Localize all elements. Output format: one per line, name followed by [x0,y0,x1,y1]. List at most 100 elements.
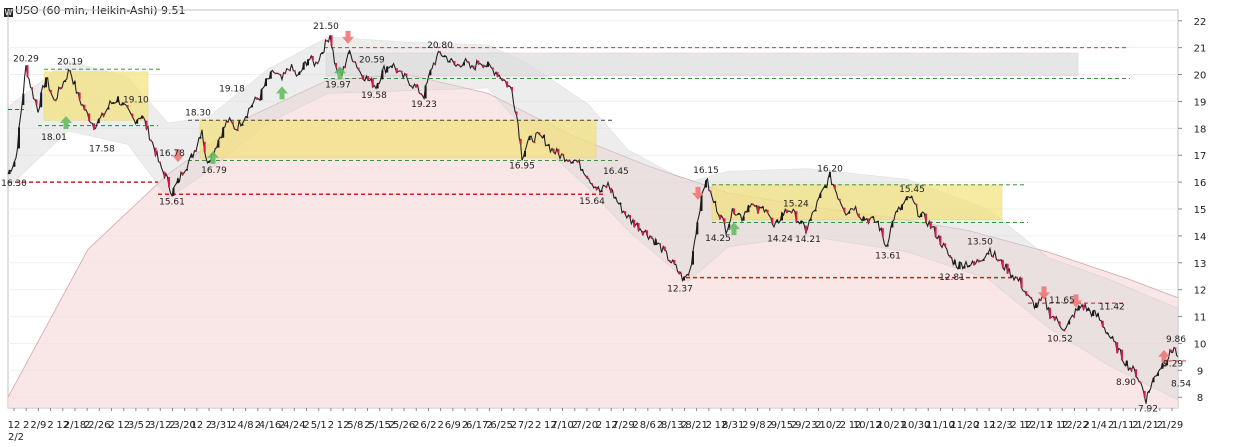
ha-candle [992,256,995,258]
ha-candle [1087,308,1090,311]
ha-candle [552,148,555,153]
x-tick-label: 2 [413,420,419,431]
ha-candle [833,184,836,189]
x-tick-label: 4/8 [238,420,254,431]
ha-candle [59,87,62,90]
x-tick-label: 12 [605,420,618,431]
price-label: 9.86 [1166,335,1186,345]
ha-candle [872,216,875,219]
y-tick-label: 20 [1194,71,1207,82]
x-tick-label: 2 [901,420,907,431]
ha-candle [692,251,694,265]
x-tick-label: 8/31 [722,420,744,431]
ha-candle [987,253,990,255]
x-tick-label: 2 [437,420,443,431]
ha-candle [260,89,263,101]
ha-candle [673,260,676,265]
x-tick-label: 12 [117,420,130,431]
ha-candle [395,68,398,73]
ha-candle [222,127,225,138]
ha-candle [348,50,351,54]
price-line [7,35,1179,404]
ha-candle [1161,363,1164,369]
ha-candle [533,141,536,144]
ha-candle [934,226,937,237]
y-tick-label: 15 [1194,205,1207,216]
ha-candle [107,107,110,110]
ha-candle [1143,390,1146,398]
ha-candle [1082,304,1085,310]
x-tick-label: 2 [145,420,151,431]
ha-candle [429,70,432,76]
ha-candle [881,228,884,237]
x-tick-label: 1/4 [1091,420,1107,431]
ha-candle [371,78,374,88]
ha-candle [208,161,210,163]
ha-candle [659,243,661,245]
ha-candle [567,159,569,162]
ha-candle [1073,315,1075,318]
price-label: 18.30 [185,108,211,118]
x-tick-label-first: 2/2 [8,432,24,443]
x-tick-label: 12 [1019,420,1032,431]
ha-candle [562,154,565,156]
ha-candle [547,144,550,146]
x-tick-label: 5/1 [311,420,327,431]
ha-candle [381,70,384,80]
ha-candle [477,60,480,65]
ha-candle [511,87,513,91]
ha-candle [467,61,470,64]
y-tick-label: 9 [1197,366,1203,377]
consolidation-zones [43,52,1079,221]
price-label: 9.29 [1163,360,1183,370]
ha-candle [1053,316,1056,321]
ha-candle [458,64,461,66]
x-tick-label: 1/21 [1136,420,1158,431]
ha-candle [1106,332,1109,335]
x-tick-label: 10/21 [877,420,906,431]
price-label: 8.90 [1116,378,1136,388]
arrow-up-icon [1158,349,1170,363]
ha-candle [633,219,636,227]
price-label: 15.64 [579,197,605,207]
zone-box [199,119,597,159]
ha-candle [181,172,184,176]
x-tick-label: 10/2 [819,420,841,431]
ha-candle [448,61,451,63]
ha-candle [814,209,817,212]
ha-candle [231,121,234,124]
ha-candle [929,221,932,229]
ha-candle [274,72,277,75]
x-tick-label: 2 [657,420,663,431]
x-tick-label: 8/21 [685,420,707,431]
ha-candle [443,55,446,58]
ha-candle [862,216,865,221]
x-tick-label: 3/12 [149,420,171,431]
ha-candle [491,67,494,70]
ha-candle [581,169,584,172]
x-tick-label: 2 [486,420,492,431]
ha-candle [293,70,296,72]
ha-candle [896,210,899,213]
price-label: 8.54 [1171,380,1191,390]
ha-candle [487,61,489,67]
ha-candle [69,70,71,72]
ha-candle [877,221,879,223]
arrow-up-icon [728,222,740,236]
x-tick-label: 4/16 [259,420,281,431]
x-tick-label: 4/24 [283,420,305,431]
ha-candle [857,213,860,217]
x-tick-label: 8/6 [640,420,656,431]
price-label: 16.45 [603,167,629,177]
support-resistance-lines [8,47,1188,362]
ha-candle [424,85,427,99]
ha-candle [410,85,413,87]
ha-candle [705,180,707,188]
x-tick-label: 2 [230,420,236,431]
ha-candle [357,67,360,70]
ha-candle [848,211,851,214]
ha-candle [265,78,267,87]
ha-candle [1116,342,1119,354]
x-tick-label: 2 [974,420,980,431]
price-label: 16.78 [159,149,185,159]
